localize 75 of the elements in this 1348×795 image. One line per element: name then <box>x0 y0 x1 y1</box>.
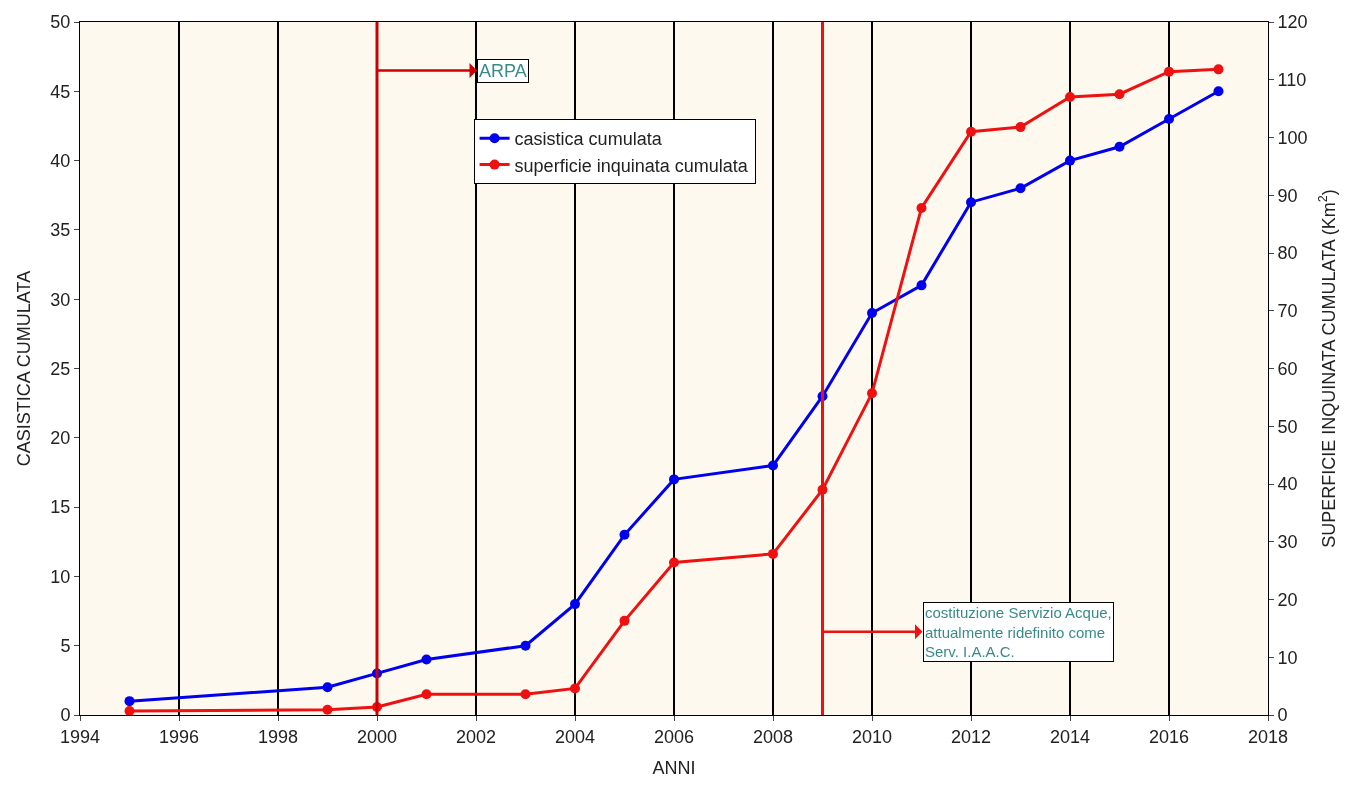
point <box>1164 114 1174 125</box>
point <box>619 615 630 626</box>
y-tick-label: 45 <box>50 81 71 102</box>
x-tick-label: 2010 <box>851 726 893 747</box>
y2-tick-label: 90 <box>1277 185 1298 206</box>
x-tick-label: 2018 <box>1247 726 1289 747</box>
point <box>1015 183 1026 194</box>
y-tick-label: 5 <box>60 636 71 656</box>
y-tick-label: 15 <box>50 497 71 518</box>
point <box>1213 86 1224 97</box>
point <box>421 654 432 665</box>
y2-tick-label: 0 <box>1277 705 1288 726</box>
x-tick-label: 2012 <box>950 726 992 747</box>
x-tick-label: 2008 <box>752 726 794 747</box>
x-tick-label: 2000 <box>356 726 398 747</box>
point <box>916 202 927 213</box>
point <box>520 640 531 651</box>
y2-tick-label: 120 <box>1277 12 1308 33</box>
point <box>1065 92 1075 103</box>
point <box>124 696 135 707</box>
point <box>966 197 976 208</box>
point <box>619 529 630 540</box>
point <box>1213 64 1224 75</box>
x-tick-label: 2002 <box>455 726 497 747</box>
point <box>966 126 976 137</box>
y2-tick-label: 100 <box>1277 127 1308 148</box>
y-tick-label: 0 <box>60 705 71 726</box>
point <box>1015 122 1026 133</box>
point <box>322 682 333 693</box>
y2-tick-label: 80 <box>1277 243 1298 264</box>
x-tick-label: 1994 <box>59 726 101 747</box>
y2-tick-label: 20 <box>1277 589 1298 610</box>
point <box>669 557 679 568</box>
point <box>669 474 679 485</box>
point <box>570 683 580 694</box>
point <box>1164 66 1174 77</box>
y2-tick-label: 40 <box>1277 474 1298 495</box>
y-tick-label: 30 <box>50 289 71 310</box>
x-tick-label: 2016 <box>1148 726 1190 747</box>
y-tick-label: 40 <box>50 150 71 171</box>
x-axis-title: ANNI <box>652 757 696 778</box>
x-tick-label: 2004 <box>554 726 596 747</box>
point <box>520 689 531 700</box>
point <box>1114 141 1125 152</box>
point <box>1065 155 1075 166</box>
y2-tick-label: 110 <box>1277 70 1307 91</box>
x-tick-label: 1998 <box>257 726 299 747</box>
point <box>916 280 927 291</box>
x-tick-label: 2014 <box>1049 726 1091 747</box>
legend-label: superficie inquinata cumulata <box>514 155 749 176</box>
ref-line-label: ARPA <box>479 61 527 81</box>
point <box>570 599 580 610</box>
point <box>768 460 778 471</box>
point <box>867 308 877 319</box>
ref-line-label: costituzione Servizio Acque, attualmente ridefinito come Serv. I.A.A.C. <box>925 604 1112 660</box>
y-tick-label: 20 <box>50 428 71 449</box>
legend-label: casistica cumulata <box>514 129 663 150</box>
point <box>124 705 135 715</box>
point <box>867 388 877 399</box>
y2-tick-label: 50 <box>1277 416 1298 437</box>
point <box>421 689 432 700</box>
y-axis-title: CASISTICA CUMULATA <box>13 270 34 467</box>
y2-tick-label: 10 <box>1277 647 1298 668</box>
x-tick-label: 1996 <box>158 726 200 747</box>
x-tick-label: 2006 <box>653 726 695 747</box>
y-tick-label: 35 <box>50 220 71 241</box>
point <box>768 548 778 559</box>
y-tick-label: 25 <box>50 358 71 379</box>
y2-tick-label: 70 <box>1277 301 1298 322</box>
y2-tick-label: 30 <box>1277 532 1298 553</box>
y-tick-label: 10 <box>50 566 71 587</box>
y-tick-label: 50 <box>50 12 71 33</box>
point <box>1114 89 1125 100</box>
point <box>322 704 333 715</box>
y2-tick-label: 60 <box>1277 358 1298 379</box>
